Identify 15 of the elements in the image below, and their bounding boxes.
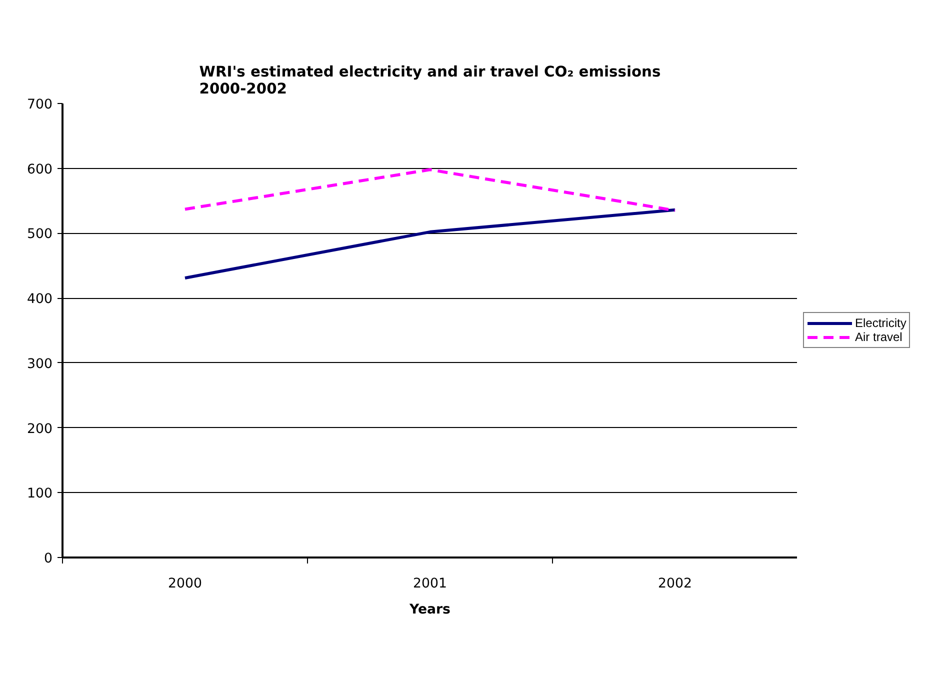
x-tick-label: 2001 — [413, 576, 447, 592]
x-tick-label: 2000 — [168, 576, 202, 592]
y-tick-label: 400 — [27, 292, 53, 308]
legend-label: Electricity — [855, 316, 906, 330]
y-tick-label: 600 — [27, 162, 53, 178]
y-tick-label: 0 — [44, 552, 53, 566]
x-tick-label: 2002 — [658, 576, 692, 592]
legend-label: Air travel — [855, 330, 902, 344]
y-tick-label: 200 — [27, 422, 53, 437]
y-tick-label: 500 — [27, 227, 53, 242]
chart-title: WRI's estimated electricity and air travel CO₂ emissions 2000-2002 — [199, 64, 661, 98]
y-tick-label: 100 — [27, 486, 53, 502]
y-tick-label: 700 — [27, 98, 53, 112]
x-axis-title: Years — [408, 602, 451, 618]
y-tick-label: 300 — [27, 356, 53, 372]
